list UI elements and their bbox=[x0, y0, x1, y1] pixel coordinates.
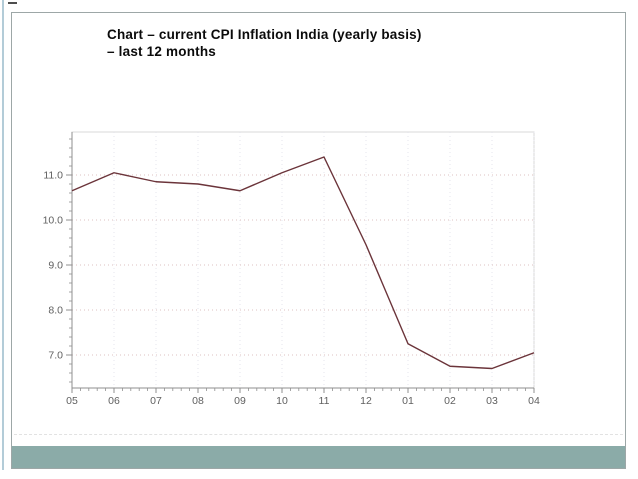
x-axis-label: 09 bbox=[234, 395, 246, 407]
bottom-accent-band bbox=[12, 446, 625, 468]
top-left-mark bbox=[8, 2, 17, 4]
x-axis-label: 07 bbox=[150, 395, 162, 407]
data-line bbox=[71, 156, 535, 370]
slide-title-line2: – last 12 months bbox=[107, 44, 216, 59]
y-axis-label: 9.0 bbox=[48, 260, 63, 272]
x-axis-label: 12 bbox=[360, 395, 372, 407]
x-axis-label: 04 bbox=[528, 395, 540, 407]
x-axis-label: 03 bbox=[486, 395, 498, 407]
slide-title: Chart – current CPI Inflation India (yea… bbox=[107, 26, 422, 60]
y-axis-label: 10.0 bbox=[43, 215, 64, 227]
x-axis-label: 06 bbox=[108, 395, 120, 407]
x-axis-label: 10 bbox=[276, 395, 288, 407]
y-axis-label: 7.0 bbox=[48, 350, 63, 362]
slide-title-line1: Chart – current CPI Inflation India (yea… bbox=[107, 27, 422, 42]
left-edge-line bbox=[2, 0, 4, 470]
y-axis-label: 11.0 bbox=[43, 170, 63, 182]
plot-frame bbox=[71, 131, 535, 389]
x-axis-label: 05 bbox=[66, 395, 78, 407]
x-axis-label: 02 bbox=[444, 395, 456, 407]
x-axis-label: 08 bbox=[192, 395, 204, 407]
x-axis-label: 01 bbox=[402, 395, 414, 407]
bottom-dashed-rule bbox=[14, 434, 623, 435]
y-axis-label: 8.0 bbox=[48, 305, 63, 317]
x-axis-label: 11 bbox=[319, 395, 330, 407]
